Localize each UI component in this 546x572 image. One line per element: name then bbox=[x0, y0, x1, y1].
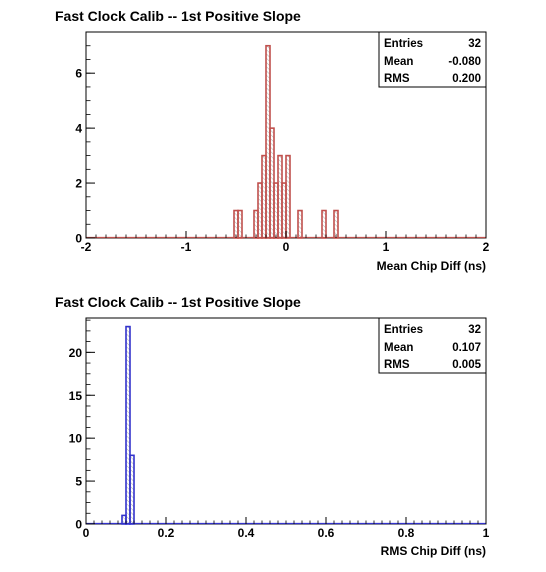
stats-box: Entries 32 Mean 0.107 RMS 0.005 bbox=[378, 317, 487, 374]
histogram-panel-mean: Fast Clock Calib -- 1st Positive Slope -… bbox=[55, 8, 490, 273]
stats-entries-label: Entries bbox=[384, 324, 423, 336]
histogram-panel-rms: Fast Clock Calib -- 1st Positive Slope 0… bbox=[55, 294, 490, 558]
stats-mean-value: -0.080 bbox=[448, 56, 481, 68]
axes: -2 -1 0 1 2 0 2 4 6 bbox=[75, 31, 490, 254]
x-axis-label: Mean Chip Diff (ns) bbox=[377, 259, 486, 273]
stats-rms-label: RMS bbox=[384, 73, 410, 85]
bars bbox=[86, 44, 486, 239]
stats-mean-label: Mean bbox=[384, 56, 413, 68]
x-tick-label: -2 bbox=[81, 240, 92, 254]
chart-title: Fast Clock Calib -- 1st Positive Slope bbox=[55, 8, 301, 24]
stats-rms-label: RMS bbox=[384, 359, 410, 371]
y-tick-label: 5 bbox=[75, 475, 82, 489]
x-tick-label: 1 bbox=[483, 526, 490, 540]
y-tick-label: 10 bbox=[69, 432, 83, 446]
x-tick-label: 1 bbox=[383, 240, 390, 254]
stats-rms-value: 0.200 bbox=[452, 73, 481, 85]
stats-mean-label: Mean bbox=[384, 342, 413, 354]
stats-rms-value: 0.005 bbox=[452, 359, 481, 371]
y-tick-label: 6 bbox=[75, 67, 82, 81]
y-tick-label: 4 bbox=[75, 122, 82, 136]
x-tick-label: 0 bbox=[283, 240, 290, 254]
x-axis-label: RMS Chip Diff (ns) bbox=[381, 544, 486, 558]
histogram-bar bbox=[321, 209, 327, 239]
y-tick-label: 0 bbox=[75, 232, 82, 246]
histogram-bar bbox=[333, 209, 339, 239]
x-tick-label: 0.4 bbox=[238, 526, 255, 540]
chart-title: Fast Clock Calib -- 1st Positive Slope bbox=[55, 294, 301, 310]
stats-mean-value: 0.107 bbox=[452, 342, 481, 354]
histogram-bar bbox=[297, 209, 303, 239]
stats-entries-value: 32 bbox=[468, 324, 481, 336]
stats-box-frame bbox=[378, 31, 487, 88]
y-tick-label: 20 bbox=[69, 346, 83, 360]
y-tick-label: 2 bbox=[75, 177, 82, 191]
histogram-bar bbox=[129, 454, 135, 525]
stats-box: Entries 32 Mean -0.080 RMS 0.200 bbox=[378, 31, 487, 88]
x-tick-label: 0 bbox=[83, 526, 90, 540]
stats-entries-label: Entries bbox=[384, 38, 423, 50]
x-tick-label: 2 bbox=[483, 240, 490, 254]
x-tick-label: 0.8 bbox=[398, 526, 415, 540]
histogram-bar bbox=[285, 154, 291, 239]
stats-entries-value: 32 bbox=[468, 38, 481, 50]
histogram-bar bbox=[237, 209, 243, 239]
x-tick-label: 0.2 bbox=[158, 526, 175, 540]
x-tick-label: 0.6 bbox=[318, 526, 335, 540]
stats-box-frame bbox=[378, 317, 487, 374]
x-tick-label: -1 bbox=[181, 240, 192, 254]
y-tick-label: 0 bbox=[75, 518, 82, 532]
y-tick-label: 15 bbox=[69, 389, 83, 403]
